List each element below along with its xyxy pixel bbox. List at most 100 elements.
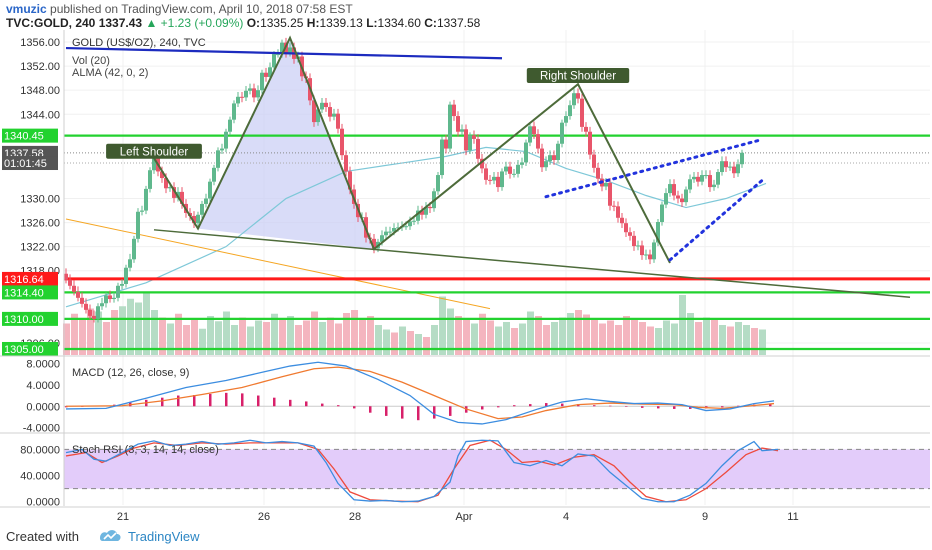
volume-bar bbox=[671, 323, 678, 355]
candle-body bbox=[568, 105, 572, 117]
candle-body bbox=[532, 126, 536, 135]
candle-body bbox=[228, 119, 232, 132]
price-tick-label: 1322.00 bbox=[20, 242, 60, 254]
volume-bar bbox=[191, 319, 198, 355]
candle-body bbox=[604, 182, 608, 187]
candle-body bbox=[240, 96, 244, 98]
wedge-lower-line bbox=[668, 178, 764, 262]
candle-body bbox=[652, 242, 656, 260]
price-axis-marker bbox=[2, 271, 58, 286]
low-label: L: bbox=[366, 16, 378, 30]
candle-body bbox=[572, 93, 576, 106]
candle-body bbox=[576, 93, 580, 99]
macd-histogram-bar bbox=[529, 404, 532, 407]
candle-body bbox=[192, 215, 196, 224]
volume-bar bbox=[159, 317, 166, 355]
candle-body bbox=[244, 90, 248, 98]
candle-body bbox=[476, 138, 480, 159]
candle-body bbox=[204, 198, 208, 204]
volume-bar bbox=[687, 313, 694, 355]
candle-body bbox=[480, 158, 484, 169]
volume-bar bbox=[631, 319, 638, 355]
macd-histogram-bar bbox=[737, 405, 740, 407]
macd-tick-label: 0.0000 bbox=[26, 401, 60, 413]
time-tick-label: 9 bbox=[702, 511, 708, 522]
candle-body bbox=[488, 179, 492, 181]
candle-body bbox=[724, 161, 728, 168]
candle-body bbox=[68, 279, 72, 286]
candle-body bbox=[232, 103, 236, 120]
alma-line bbox=[65, 146, 767, 308]
tradingview-brand-link[interactable]: TradingView bbox=[128, 529, 200, 544]
volume-bar bbox=[143, 293, 150, 355]
candle-body bbox=[496, 176, 500, 188]
volume-bar bbox=[751, 328, 758, 355]
volume-bar bbox=[623, 316, 630, 355]
volume-bar bbox=[63, 323, 70, 355]
volume-bar bbox=[367, 316, 374, 355]
macd-histogram-bar bbox=[497, 406, 500, 408]
candle-body bbox=[76, 291, 80, 298]
price-axis-label: 1314.40 bbox=[4, 287, 44, 299]
macd-histogram-bar bbox=[321, 403, 324, 407]
candle-body bbox=[616, 206, 620, 218]
volume-bar bbox=[375, 325, 382, 355]
published-text: published on TradingView.com, April 10, … bbox=[50, 2, 353, 16]
candle-body bbox=[412, 220, 416, 222]
candle-body bbox=[96, 306, 100, 319]
main-chart-title: GOLD (US$/OZ), 240, TVC bbox=[72, 37, 206, 49]
candle-body bbox=[104, 295, 108, 304]
candle-body bbox=[656, 221, 660, 243]
candle-body bbox=[372, 238, 376, 249]
candle-body bbox=[460, 129, 464, 132]
candle-body bbox=[312, 100, 316, 123]
neckline bbox=[153, 229, 911, 298]
annotation-label: Left Shoulder bbox=[120, 146, 189, 158]
macd-tick-label: 8.0000 bbox=[26, 358, 60, 370]
stoch-k-line bbox=[65, 439, 779, 503]
volume-bar bbox=[335, 323, 342, 355]
volume-bar bbox=[167, 323, 174, 355]
volume-bar bbox=[455, 316, 462, 355]
macd-histogram-bar bbox=[561, 403, 564, 407]
footer: Created with TradingView bbox=[0, 522, 932, 550]
macd-histogram-bar bbox=[721, 406, 724, 408]
volume-bar bbox=[127, 298, 134, 355]
macd-histogram-bar bbox=[449, 406, 452, 416]
candle-body bbox=[664, 193, 668, 205]
volume-bar bbox=[231, 325, 238, 355]
volume-bar bbox=[151, 310, 158, 355]
volume-bar bbox=[543, 325, 550, 355]
candle-body bbox=[88, 309, 92, 316]
volume-bar bbox=[495, 326, 502, 355]
volume-bar bbox=[567, 313, 574, 355]
volume-bar bbox=[351, 310, 358, 355]
author-link[interactable]: vmuzic bbox=[6, 2, 47, 16]
annotation-label: Right Shoulder bbox=[540, 70, 616, 82]
candle-body bbox=[740, 152, 744, 165]
candle-body bbox=[592, 154, 596, 168]
candle-body bbox=[256, 90, 260, 98]
candle-body bbox=[436, 175, 440, 192]
candle-body bbox=[440, 139, 444, 176]
volume-bar bbox=[479, 313, 486, 355]
volume-bar bbox=[199, 328, 206, 355]
candle-body bbox=[404, 226, 408, 228]
macd-histogram-bar bbox=[177, 395, 180, 407]
candle-body bbox=[564, 116, 568, 123]
volume-bar bbox=[111, 310, 118, 355]
volume-bar bbox=[415, 334, 422, 355]
time-tick-label: 21 bbox=[117, 511, 129, 522]
candle-body bbox=[396, 227, 400, 229]
candle-body bbox=[728, 166, 732, 168]
macd-histogram-bar bbox=[481, 406, 484, 410]
macd-histogram-bar bbox=[289, 399, 292, 407]
macd-histogram-bar bbox=[305, 401, 308, 407]
candle-body bbox=[160, 171, 164, 179]
volume-bar bbox=[391, 332, 398, 355]
time-tick-label: 4 bbox=[563, 511, 569, 522]
macd-histogram-bar bbox=[609, 405, 612, 407]
price-tick-label: 1356.00 bbox=[20, 37, 60, 49]
candle-body bbox=[248, 88, 252, 91]
